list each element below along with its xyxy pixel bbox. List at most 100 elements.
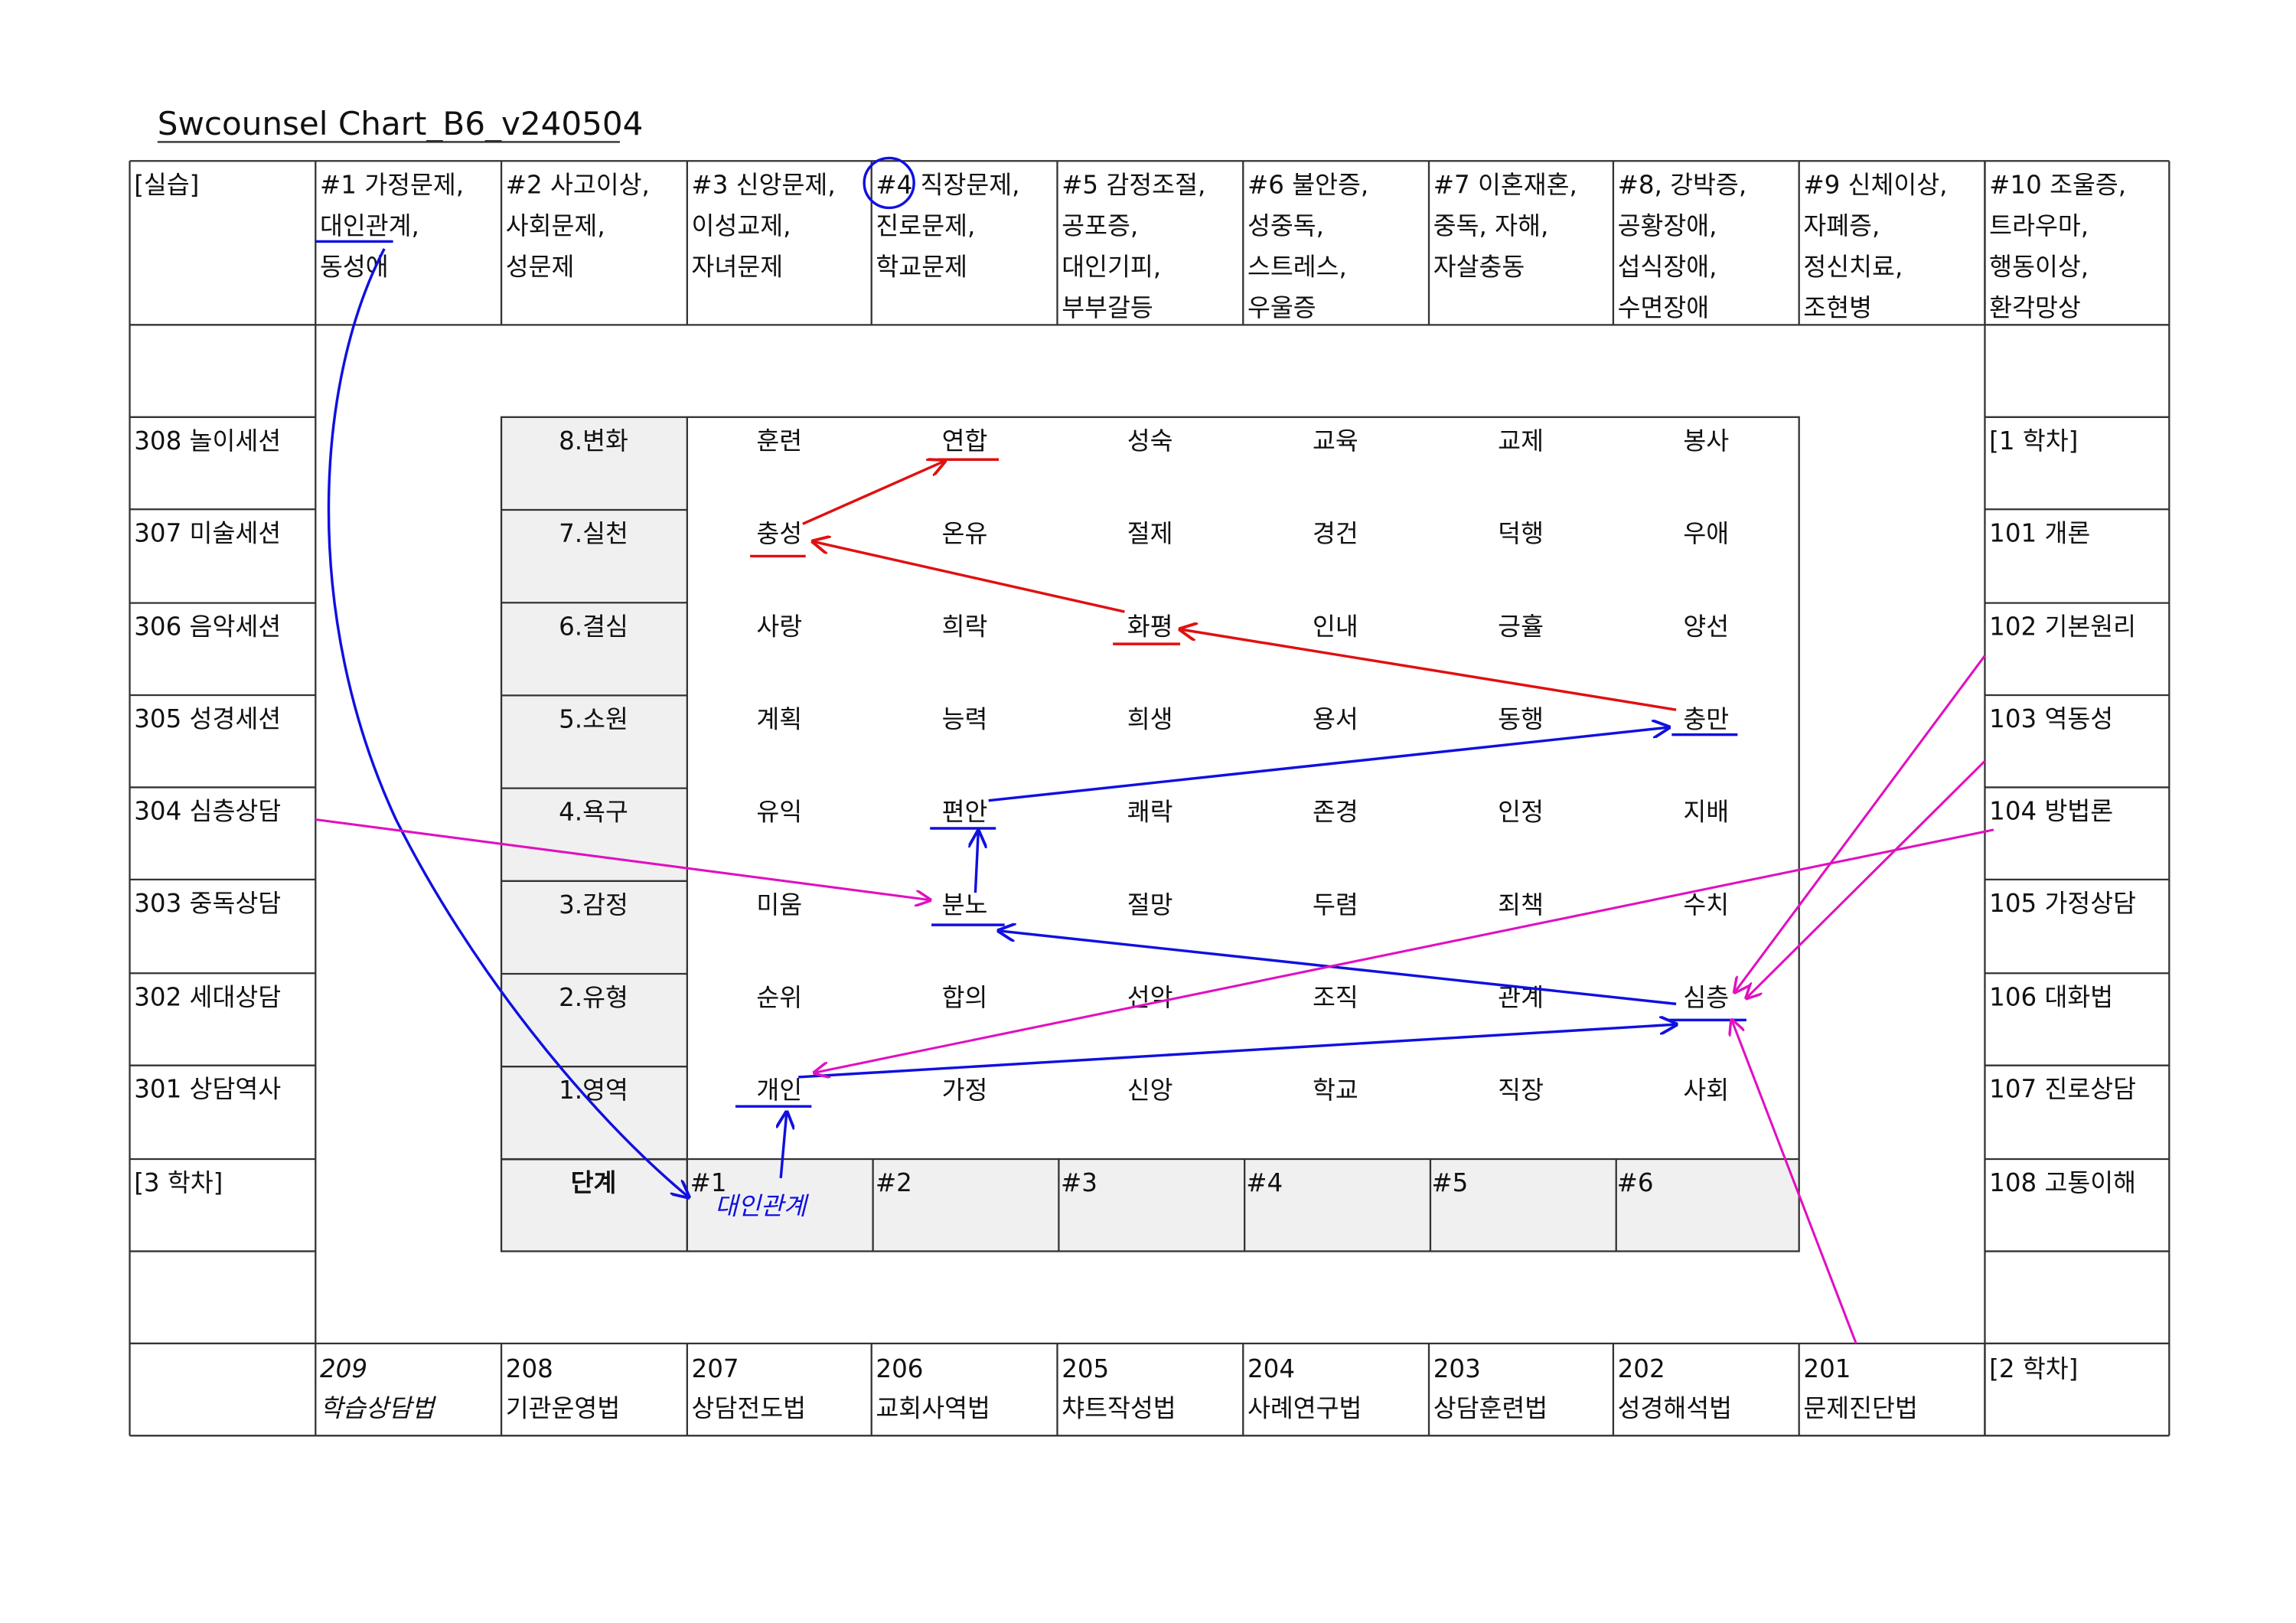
header-cell-text: 환각망상 <box>1989 293 2081 322</box>
header-cell-text: #7 이혼재혼, <box>1433 170 1577 199</box>
header-cell-text: #8, 강박증, <box>1618 170 1747 199</box>
stage-cell: 유익 <box>756 798 802 827</box>
bottom-method-label: 207 <box>692 1354 739 1383</box>
stage-cell: 봉사 <box>1683 426 1729 456</box>
header-cell-text: 우울증 <box>1247 293 1316 322</box>
stage-cell: 동행 <box>1498 704 1544 733</box>
stage-number: #2 <box>876 1168 912 1197</box>
bottom-method-label: 205 <box>1062 1354 1109 1383</box>
circle-mark-#4 <box>863 156 915 210</box>
right-session-label: 104 방법론 <box>1989 797 2113 826</box>
bottom-method-label: 202 <box>1618 1354 1665 1383</box>
stage-cell: 절제 <box>1127 519 1173 548</box>
bottom-method-label: 208 <box>506 1354 553 1383</box>
header-cell-text: 행동이상, <box>1989 252 2089 281</box>
header-cell-text: 자폐증, <box>1803 211 1880 240</box>
bottom-method-label: 챠트작성법 <box>1062 1393 1176 1422</box>
left-session-label: 301 상담역사 <box>134 1075 281 1104</box>
stage-cell: 인정 <box>1498 798 1544 827</box>
stage-cell: 충만 <box>1683 704 1729 733</box>
bottom-method-label: 학습상담법 <box>320 1393 437 1422</box>
stage-cell: 온유 <box>942 519 988 548</box>
stage-cell: 두렴 <box>1313 890 1358 919</box>
bottom-method-label: 204 <box>1247 1354 1295 1383</box>
handwritten-annotations: 대인관계 <box>315 156 1994 1344</box>
header-cell-text: #10 조울증, <box>1989 170 2126 199</box>
header-cell-text: 대인기피, <box>1062 252 1161 281</box>
stage-cell: 능력 <box>942 704 988 733</box>
stage-header-label: 단계 <box>571 1168 617 1197</box>
stage-cell: 조직 <box>1313 983 1358 1012</box>
stage-cell: 인내 <box>1313 612 1358 641</box>
stage-cell: 덕행 <box>1498 519 1544 548</box>
stage-cell: 학교 <box>1313 1076 1358 1105</box>
header-cell-text: 자녀문제 <box>692 252 784 281</box>
stage-cell: 용서 <box>1313 704 1358 733</box>
stage-cell: 긍휼 <box>1498 612 1544 641</box>
header-cell-text: 트라우마, <box>1989 211 2089 240</box>
header-cell-text: 자살충동 <box>1433 252 1525 281</box>
stage-cell: 개인 <box>756 1076 802 1105</box>
stage-cell: 절망 <box>1127 890 1173 919</box>
header-cell-text: 성문제 <box>506 252 575 281</box>
stage-cell: 수치 <box>1683 890 1729 919</box>
header-cell-text: 중독, 자해, <box>1433 211 1549 240</box>
stage-cell: 직장 <box>1498 1076 1544 1105</box>
right-session-label: [1 학차] <box>1989 426 2078 456</box>
stage-cell: 교육 <box>1313 426 1358 456</box>
header-cell-text: 이성교제, <box>692 211 791 240</box>
header-cell-text: #2 사고이상, <box>506 170 650 199</box>
header-cell-text: 학교문제 <box>876 252 967 281</box>
left-session-label: 307 미술세션 <box>134 518 281 547</box>
stage-cell: 우애 <box>1683 519 1729 548</box>
arrow-201-심층 <box>1732 1020 1857 1344</box>
header-cell-text: 정신치료, <box>1803 252 1903 281</box>
stage-cell: 교제 <box>1498 426 1544 456</box>
arrow-curve-to-stage1 <box>327 248 688 1197</box>
arrow-to-개인 <box>781 1112 787 1179</box>
stage-cell: 사회 <box>1683 1076 1729 1105</box>
header-cell-text: [실습] <box>134 170 199 199</box>
stage-row-label: 4.욕구 <box>559 798 628 827</box>
header-cell-text: 스트레스, <box>1247 252 1347 281</box>
header-cell-text: #3 신앙문제, <box>692 170 836 199</box>
stage-label-column <box>501 416 687 1252</box>
stage-row-label: 6.결심 <box>559 612 628 641</box>
stage-cell: 희생 <box>1127 704 1173 733</box>
left-session-label: 304 심층상담 <box>134 797 281 826</box>
outer-table: [실습] #1 가정문제, 대인관계, 동성애 #2 사고이상, 사회문제, 성문제 #3 신… <box>129 160 2170 1437</box>
stage-row-label: 7.실천 <box>559 519 628 548</box>
bottom-method-label: 206 <box>876 1354 923 1383</box>
right-session-label: 108 고통이해 <box>1989 1168 2136 1197</box>
stage-row-label: 3.감정 <box>559 890 628 919</box>
right-session-label: 105 가정상담 <box>1989 889 2136 918</box>
stage-cell: 연합 <box>942 426 988 456</box>
stage-row-label: 1.영역 <box>559 1076 628 1105</box>
inner-table-border <box>500 416 1800 1252</box>
header-cell-text: #5 감정조절, <box>1062 170 1205 199</box>
stage-number: #3 <box>1061 1168 1097 1197</box>
bottom-method-label: 사례연구법 <box>1247 1393 1362 1422</box>
arrow-화평-충성 <box>813 541 1125 613</box>
stage-cell: 경건 <box>1313 519 1358 548</box>
right-session-label: 103 역동성 <box>1989 704 2113 733</box>
header-cell-text: 부부갈등 <box>1062 293 1153 322</box>
header-cell-text: 성중독, <box>1247 211 1324 240</box>
arrow-104-개인 <box>814 828 1994 1073</box>
bottom-method-label: 문제진단법 <box>1803 1393 1917 1422</box>
arrow-분노-편안 <box>975 831 978 893</box>
right-session-label: 107 진로상담 <box>1989 1075 2136 1104</box>
right-session-label: 106 대화법 <box>1989 982 2113 1011</box>
stage-cell: 성숙 <box>1127 426 1173 456</box>
arrow-충만-화평 <box>1180 629 1677 711</box>
bottom-method-label: 203 <box>1433 1354 1481 1383</box>
stage-cell: 편안 <box>942 798 988 827</box>
stage-cell: 화평 <box>1127 612 1173 641</box>
stage-cell: 가정 <box>942 1076 988 1105</box>
left-session-label: 302 세대상담 <box>134 982 281 1011</box>
stage-cell: 분노 <box>942 890 988 919</box>
bottom-method-label: 교회사역법 <box>876 1393 990 1422</box>
bottom-method-label: 기관운영법 <box>506 1393 620 1422</box>
stage-row-label: 8.변화 <box>559 426 628 456</box>
header-cell-text: 조현병 <box>1803 293 1872 322</box>
